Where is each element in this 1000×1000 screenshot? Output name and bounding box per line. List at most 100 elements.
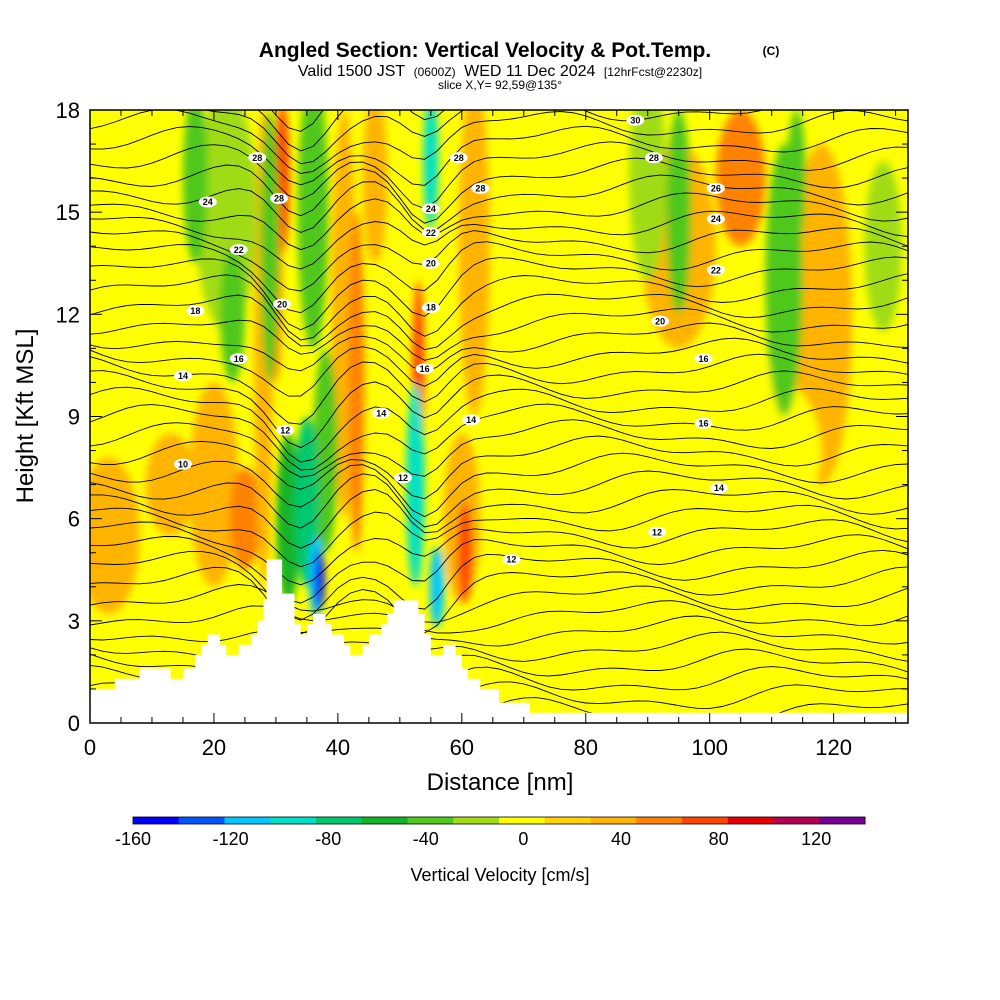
- valid-zulu: (0600Z): [414, 65, 456, 79]
- velocity-cell-18: [728, 552, 878, 689]
- isentrope-label-text: 12: [652, 527, 662, 537]
- colorbar-bin-1: [178, 817, 225, 824]
- velocity-cell-24: [297, 110, 329, 349]
- velocity-cell-2: [189, 382, 239, 587]
- isentrope-line-14: [90, 470, 908, 529]
- velocity-cell-29: [787, 110, 806, 247]
- plot-area: 30 28 28 28 28 28 26 24 24 24 22 22 22 20 20 20 18 18 16 16…: [90, 110, 908, 723]
- x-tick-label: 0: [84, 735, 96, 760]
- isentrope-label-text: 26: [711, 184, 721, 194]
- isentrope-label-16: 18: [186, 305, 205, 317]
- isentrope-label-bg: [198, 196, 217, 208]
- isentrope-label-29: 12: [648, 526, 667, 538]
- isentrope-line-7: [90, 584, 908, 623]
- colorbar-label: Vertical Velocity [cm/s]: [410, 865, 589, 885]
- y-tick-label: 6: [68, 507, 80, 532]
- y-tick-label: 3: [68, 609, 80, 634]
- isentrope-line-29: [90, 227, 908, 292]
- isentrope-line-35: [90, 125, 908, 186]
- isentrope-label-11: 22: [421, 227, 440, 239]
- isentrope-label-text: 22: [711, 265, 721, 275]
- isentrope-label-text: 22: [234, 245, 244, 255]
- isentrope-line-24: [90, 307, 908, 361]
- isentrope-label-bg: [694, 353, 713, 365]
- isentrope-line-12: [90, 504, 908, 568]
- isentrope-label-26: 12: [276, 424, 295, 436]
- isentrope-line-11: [90, 519, 908, 586]
- isentrope-line-15: [90, 452, 908, 518]
- isentrope-label-bg: [173, 458, 192, 470]
- isentrope-label-text: 28: [274, 194, 284, 204]
- isentrope-label-text: 10: [178, 459, 188, 469]
- isentrope-label-bg: [186, 305, 205, 317]
- isentrope-label-text: 24: [426, 204, 436, 214]
- colorbar-tick-label: 80: [709, 829, 729, 849]
- x-tick-label: 20: [202, 735, 226, 760]
- isentrope-line-25: [90, 293, 908, 351]
- velocity-cell-19: [598, 348, 822, 553]
- isentrope-label-bg: [694, 417, 713, 429]
- colorbar-bin-3: [270, 817, 317, 824]
- isentrope-line-8: [90, 566, 908, 635]
- isentrope-label-4: 28: [471, 182, 490, 194]
- isentrope-label-bg: [421, 227, 440, 239]
- isentrope-line-23: [90, 322, 908, 373]
- isentrope-label-text: 20: [277, 299, 287, 309]
- colorbar-bin-7: [453, 817, 500, 824]
- isentrope-label-text: 22: [426, 228, 436, 238]
- isentrope-label-text: 28: [649, 153, 659, 163]
- valid-forecast: [12hrFcst@2230z]: [604, 65, 702, 79]
- velocity-cell-37: [429, 545, 445, 628]
- isentrope-label-text: 28: [252, 153, 262, 163]
- valid-line: Valid 1500 JST (0600Z) WED 11 Dec 2024 […: [298, 63, 702, 80]
- isentrope-line-33: [90, 157, 908, 224]
- isentrope-label-text: 14: [376, 408, 386, 418]
- velocity-cell-9: [362, 110, 388, 264]
- colorbar-bin-4: [316, 817, 363, 824]
- isentrope-label-text: 12: [280, 425, 290, 435]
- isentrope-line-30: [90, 210, 908, 270]
- colorbar-bin-5: [361, 817, 408, 824]
- velocity-cell-36: [423, 110, 439, 230]
- x-tick-label: 120: [815, 735, 852, 760]
- isentrope-label-bg: [626, 114, 645, 126]
- velocity-cell-35: [406, 382, 425, 587]
- isentrope-label-text: 28: [454, 153, 464, 163]
- colorbar-tick-label: -80: [315, 829, 341, 849]
- colorbar-tick-label: 0: [518, 829, 528, 849]
- valid-prefix: Valid 1500 JST: [298, 63, 406, 80]
- isentrope-line-22: [90, 337, 908, 397]
- x-axis-label: Distance [nm]: [427, 769, 574, 796]
- isentrope-label-text: 16: [420, 364, 430, 374]
- isentrope-line-26: [90, 273, 908, 341]
- isentrope-line-16: [90, 435, 908, 500]
- isentrope-label-bg: [644, 152, 663, 164]
- colorbar-bin-6: [407, 817, 454, 824]
- isentrope-line-34: [90, 141, 908, 210]
- isentrope-line-13: [90, 489, 908, 549]
- isentrope-label-text: 30: [630, 115, 640, 125]
- isentrope-label-10: 22: [229, 244, 248, 256]
- isentrope-line-31: [90, 192, 908, 251]
- isentrope-label-2: 28: [270, 193, 289, 205]
- isentrope-label-18: 16: [229, 353, 248, 365]
- isentrope-label-5: 28: [644, 152, 663, 164]
- y-tick-label: 15: [56, 200, 80, 225]
- isentrope-label-bg: [706, 264, 725, 276]
- isentrope-label-27: 12: [393, 472, 412, 484]
- isentrope-label-bg: [706, 182, 725, 194]
- isentrope-label-9: 24: [706, 213, 725, 225]
- colorbar-tick-label: -120: [213, 829, 249, 849]
- y-tick-label: 0: [68, 711, 80, 736]
- isentrope-label-text: 20: [655, 316, 665, 326]
- isentrope-label-bg: [173, 370, 192, 382]
- velocity-cell-34: [314, 549, 325, 611]
- isentrope-line-6: [90, 600, 908, 634]
- isentrope-label-bg: [421, 257, 440, 269]
- terrain: [90, 559, 908, 723]
- isentrope-label-bg: [421, 302, 440, 314]
- isentrope-label-bg: [273, 298, 292, 310]
- colorbar-tick-label: -40: [413, 829, 439, 849]
- isentrope-label-28: 12: [502, 554, 521, 566]
